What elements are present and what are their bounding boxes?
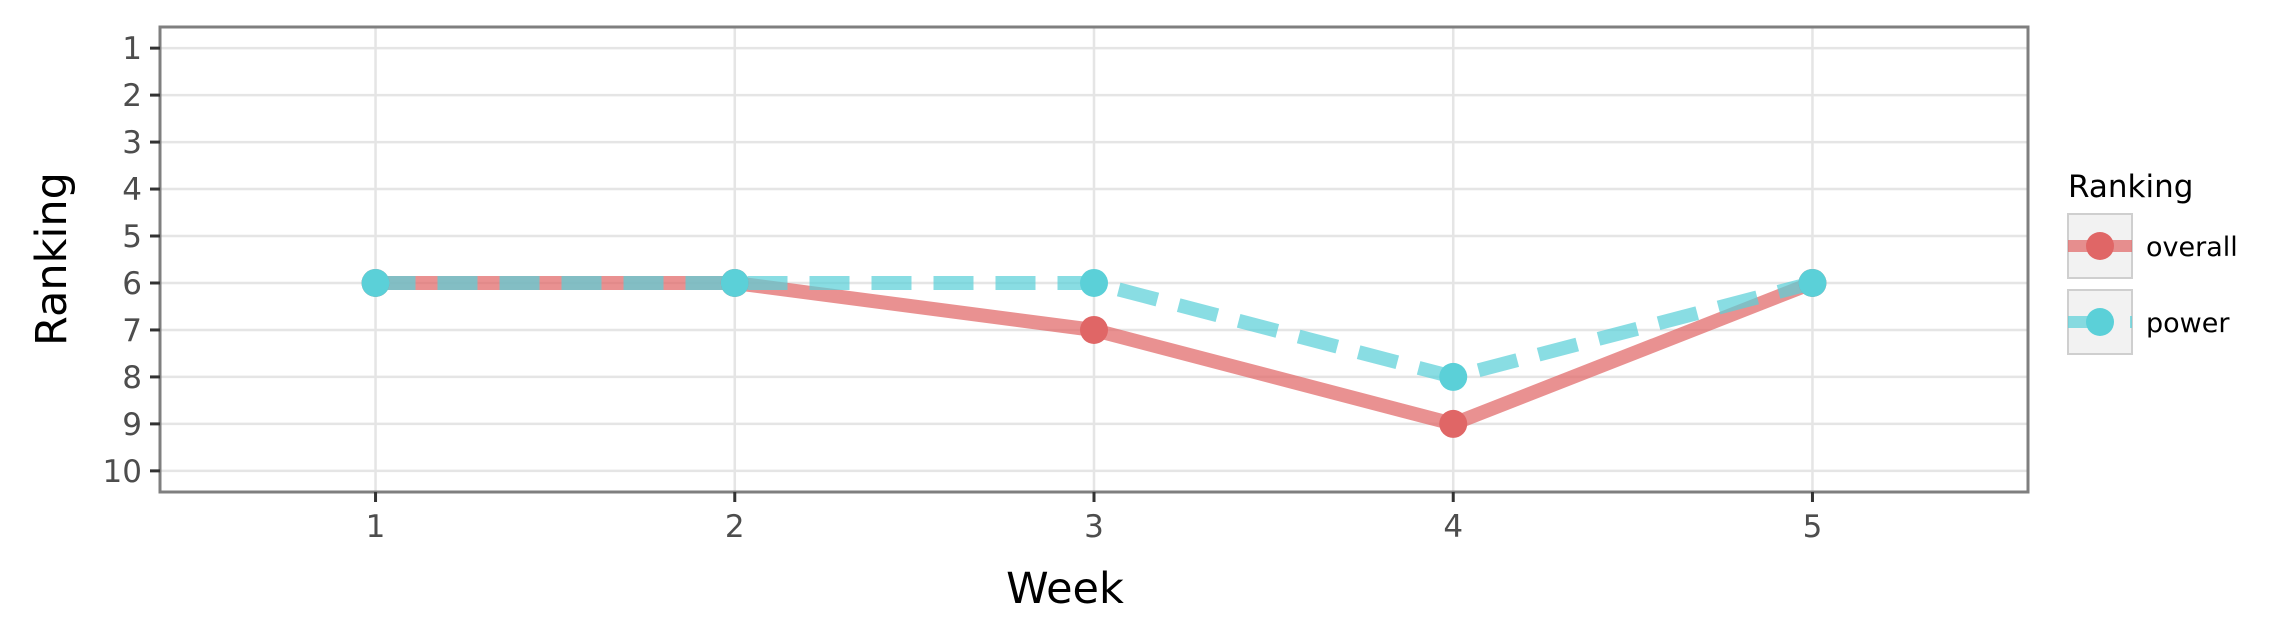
data-point-power [1798, 268, 1827, 297]
data-point-power [361, 268, 390, 297]
legend-label-power: power [2146, 308, 2230, 339]
x-axis-title: Week [1006, 564, 1124, 614]
legend-key-point [2086, 232, 2114, 260]
data-point-overall [1439, 409, 1468, 438]
y-tick-label: 10 [103, 454, 142, 490]
y-axis-title: Ranking [27, 172, 77, 346]
x-tick-label: 1 [366, 509, 386, 545]
y-tick-label: 1 [122, 31, 142, 67]
x-tick-label: 4 [1443, 509, 1463, 545]
y-tick-label: 5 [122, 219, 142, 255]
data-point-power [1439, 362, 1468, 391]
legend-item-overall: overall [2067, 213, 2238, 279]
y-tick-label: 4 [122, 172, 142, 208]
legend: Ranking overall power [2067, 169, 2238, 355]
y-tick-label: 8 [122, 360, 142, 396]
legend-keys: overall power [2067, 213, 2238, 355]
x-tick-label: 3 [1084, 509, 1104, 545]
y-tick-label: 6 [122, 266, 142, 302]
y-tick-label: 7 [122, 313, 142, 349]
x-tick-label: 2 [725, 509, 745, 545]
legend-key-point [2086, 308, 2114, 336]
legend-item-power: power [2067, 289, 2230, 355]
x-tick-label: 5 [1803, 509, 1823, 545]
y-tick-label: 3 [122, 125, 142, 161]
legend-title: Ranking [2068, 169, 2193, 205]
data-point-overall [1080, 315, 1108, 344]
y-tick-label: 9 [122, 407, 142, 443]
data-point-power [1080, 268, 1108, 297]
legend-label-overall: overall [2146, 232, 2238, 263]
data-point-power [720, 268, 749, 297]
axes: 1 2 3 4 5 1 2 3 4 5 6 7 8 9 10 [103, 31, 1823, 545]
series-points [361, 268, 1827, 438]
y-tick-label: 2 [122, 78, 142, 114]
